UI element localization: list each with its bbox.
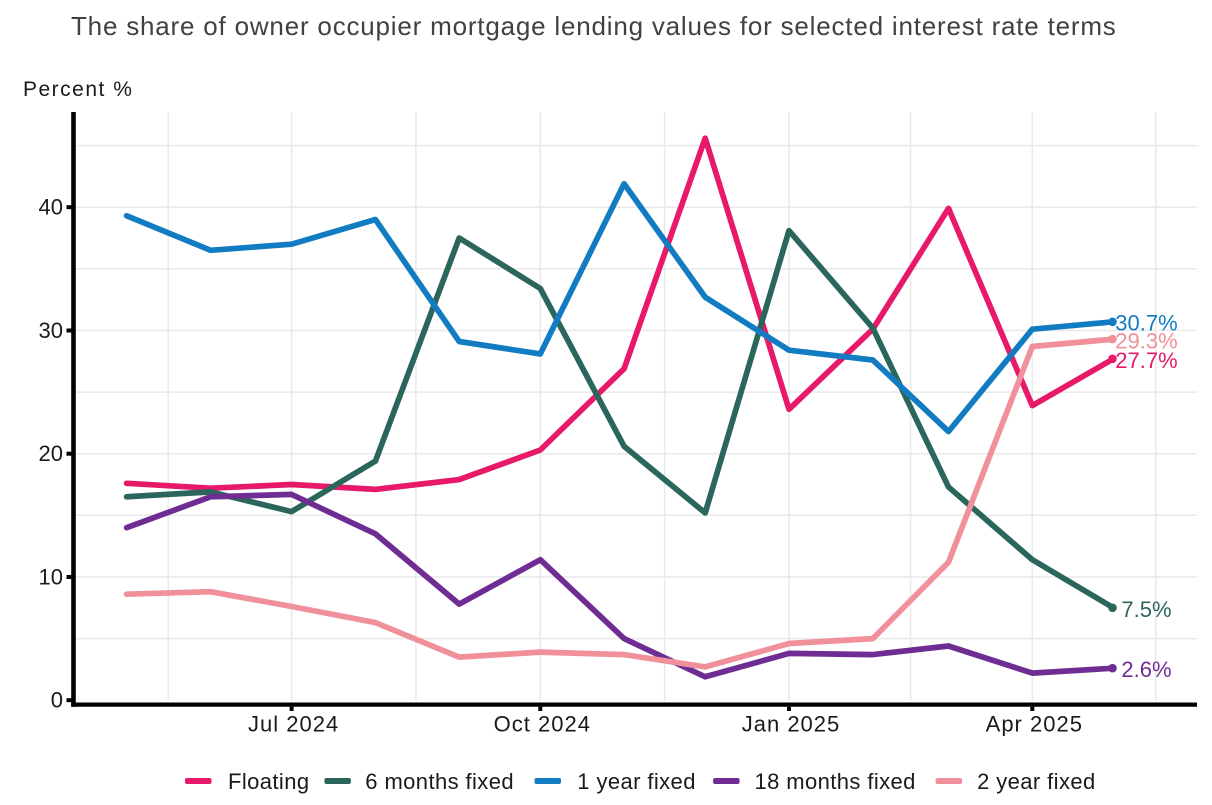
svg-text:40: 40 xyxy=(39,195,63,220)
svg-text:18 months fixed: 18 months fixed xyxy=(755,769,916,794)
svg-text:Oct 2024: Oct 2024 xyxy=(494,712,591,737)
svg-text:Apr 2025: Apr 2025 xyxy=(986,712,1083,737)
svg-text:2.6%: 2.6% xyxy=(1121,657,1171,682)
svg-text:27.7%: 27.7% xyxy=(1115,348,1177,373)
svg-text:10: 10 xyxy=(39,564,63,589)
svg-text:2 year fixed: 2 year fixed xyxy=(977,769,1096,794)
svg-text:1 year fixed: 1 year fixed xyxy=(577,769,696,794)
svg-text:30.7%: 30.7% xyxy=(1115,311,1177,336)
svg-text:7.5%: 7.5% xyxy=(1121,597,1171,622)
svg-text:20: 20 xyxy=(39,441,63,466)
svg-text:Jan 2025: Jan 2025 xyxy=(742,712,841,737)
svg-text:The share of owner occupier mo: The share of owner occupier mortgage len… xyxy=(71,11,1117,41)
svg-text:29.3%: 29.3% xyxy=(1115,329,1177,354)
svg-text:Floating: Floating xyxy=(228,769,309,794)
svg-text:30: 30 xyxy=(39,318,63,343)
svg-text:Percent %: Percent % xyxy=(23,78,133,101)
svg-text:0: 0 xyxy=(51,688,63,713)
svg-text:Jul 2024: Jul 2024 xyxy=(248,712,339,737)
svg-text:6 months fixed: 6 months fixed xyxy=(365,769,514,794)
